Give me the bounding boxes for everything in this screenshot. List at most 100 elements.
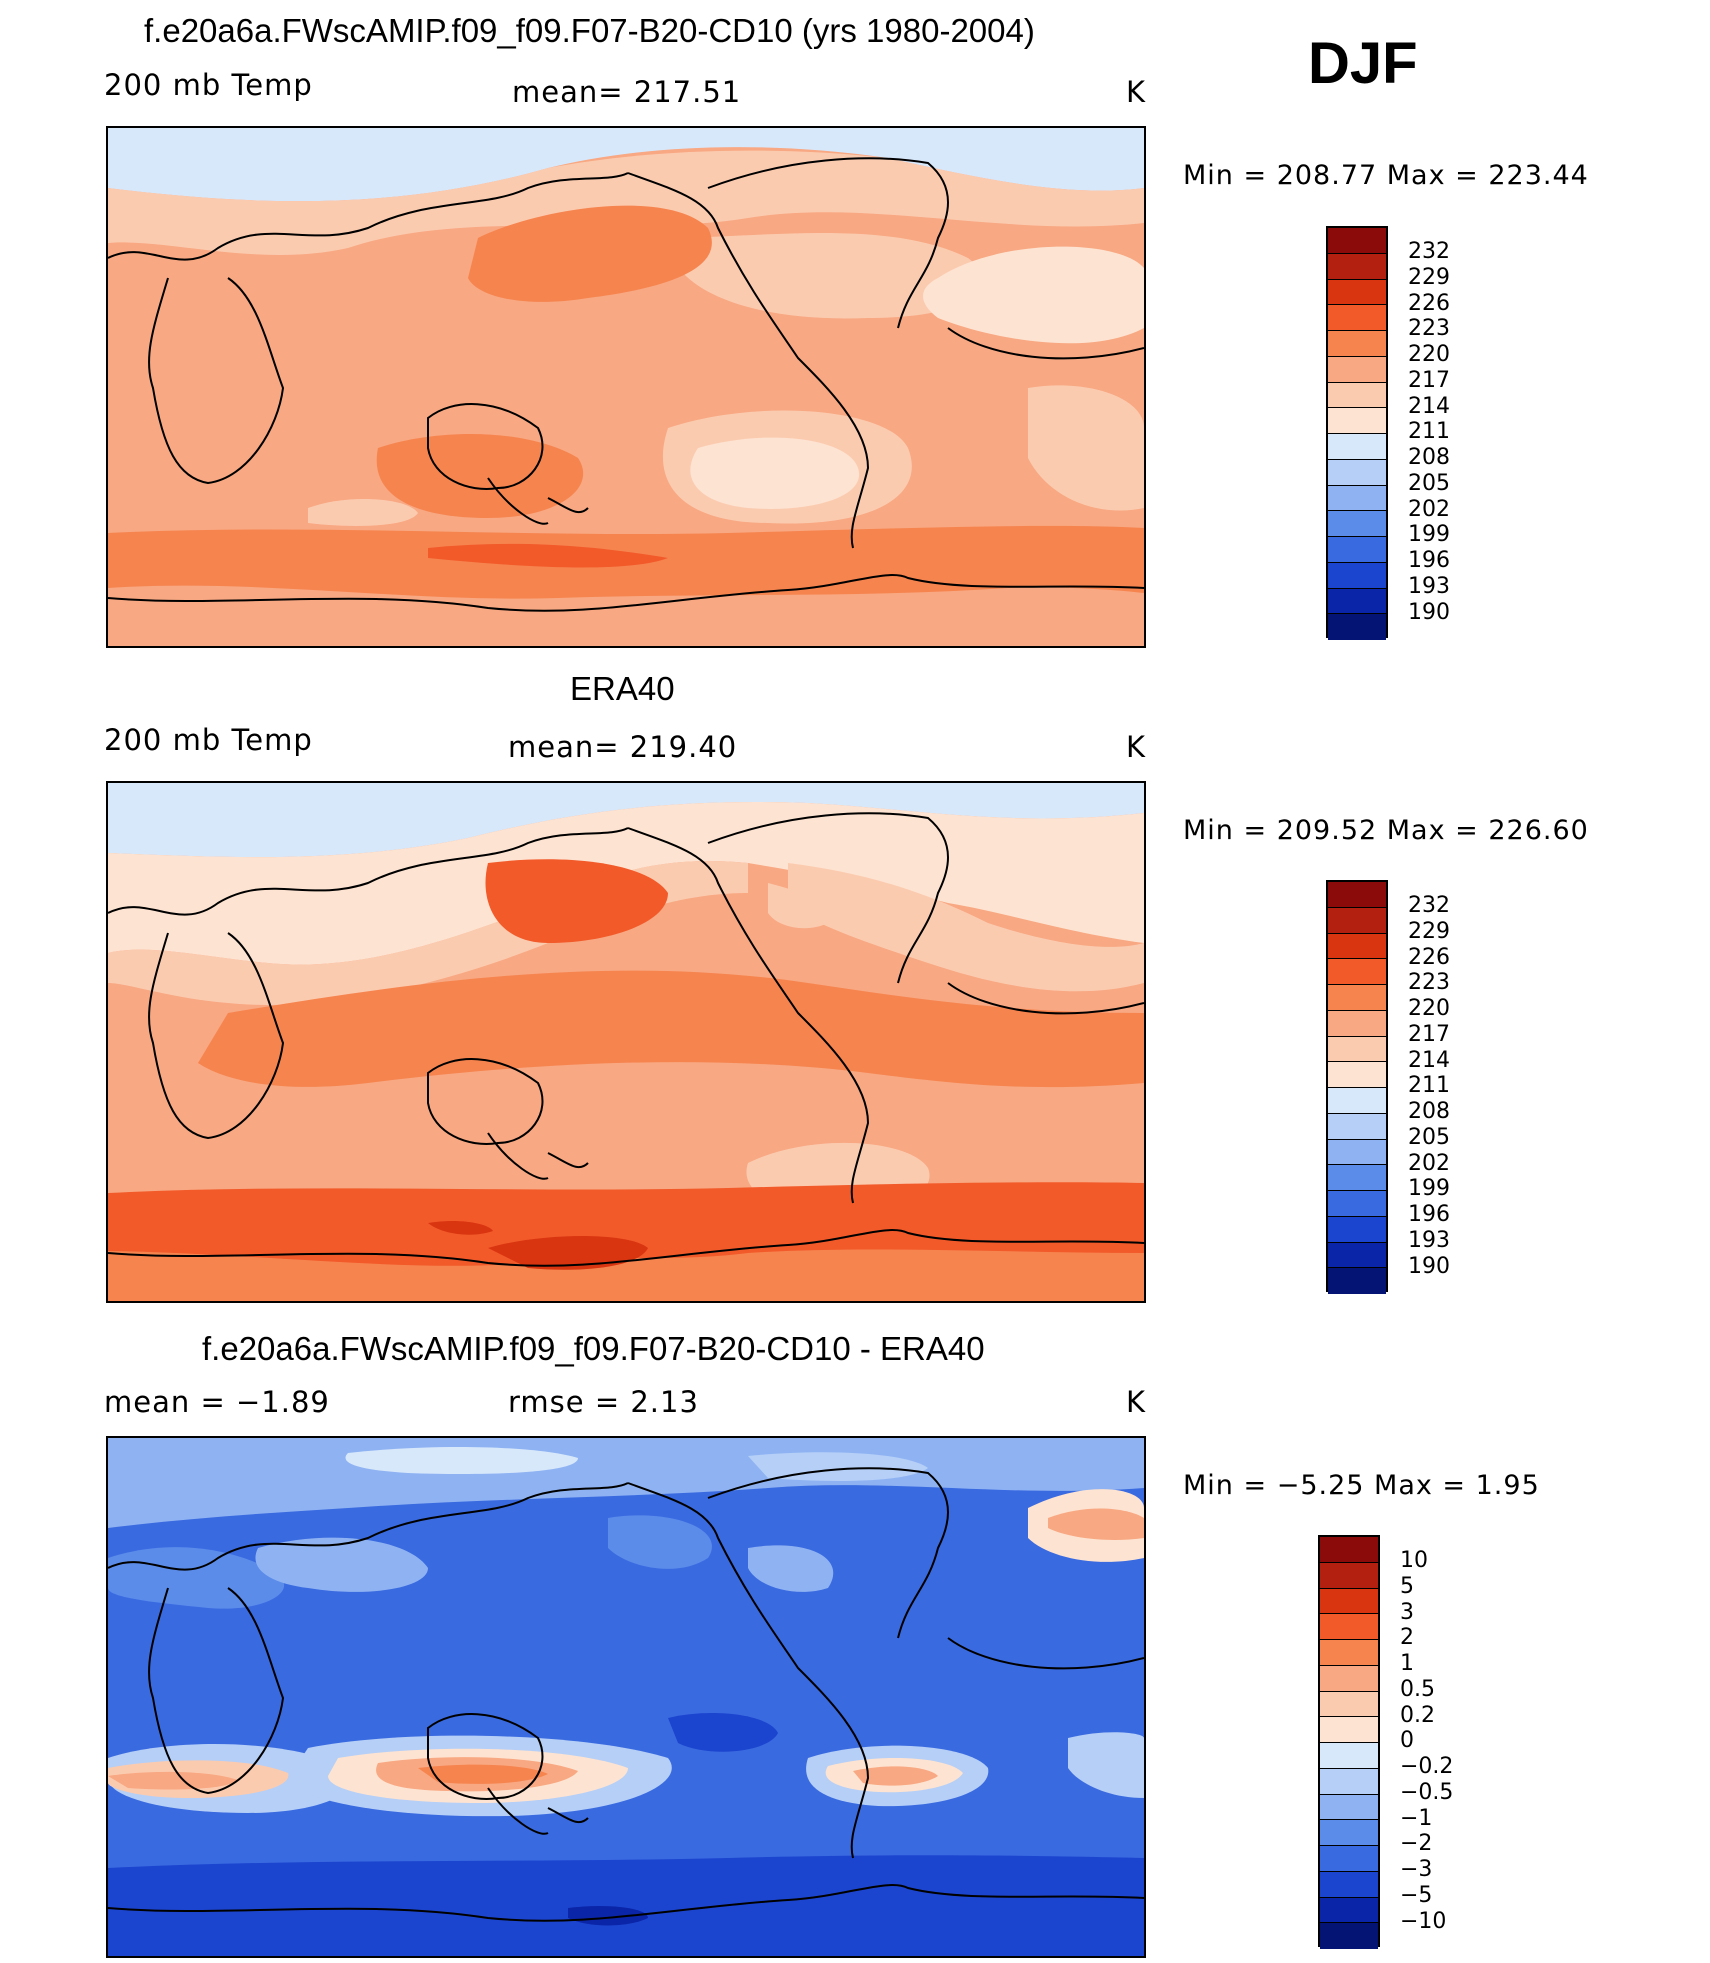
panel3-legend-swatch bbox=[1320, 1897, 1378, 1924]
panel1-legend-tick: 193 bbox=[1408, 574, 1450, 599]
panel1-mean-label: mean= 217.51 bbox=[512, 75, 742, 109]
panel1-legend-tick: 199 bbox=[1408, 522, 1450, 547]
panel2-legend-tick: 208 bbox=[1408, 1099, 1450, 1124]
panel2-legend-tick: 226 bbox=[1408, 945, 1450, 970]
panel1-legend-swatch bbox=[1328, 253, 1386, 280]
panel3-legend-swatch bbox=[1320, 1614, 1378, 1640]
panel1-legend-swatch bbox=[1328, 434, 1386, 460]
panel2-legend-swatch bbox=[1328, 1216, 1386, 1243]
panel1-legend-tick: 226 bbox=[1408, 291, 1450, 316]
panel2-legend-tick: 214 bbox=[1408, 1048, 1450, 1073]
panel1-variable-label: 200 mb Temp bbox=[104, 68, 313, 102]
panel3-legend-tick: 1 bbox=[1400, 1651, 1414, 1676]
panel3-rmse-label: rmse = 2.13 bbox=[508, 1385, 699, 1419]
panel1-min-max: Min = 208.77 Max = 223.44 bbox=[1183, 160, 1589, 191]
panel3-legend-tick: 0.2 bbox=[1400, 1703, 1435, 1728]
panel3-legend-swatch bbox=[1320, 1794, 1378, 1821]
panel2-legend-swatch bbox=[1328, 1165, 1386, 1191]
panel3-legend-swatch bbox=[1320, 1743, 1378, 1769]
panel1-legend-tick: 232 bbox=[1408, 239, 1450, 264]
panel2-legend-swatch bbox=[1328, 1088, 1386, 1114]
panel3-contour-field bbox=[108, 1438, 1144, 1956]
panel2-legend-tick: 193 bbox=[1408, 1228, 1450, 1253]
panel3-map bbox=[106, 1436, 1146, 1958]
panel3-legend-swatch bbox=[1320, 1562, 1378, 1589]
panel1-legend-swatch bbox=[1328, 511, 1386, 537]
panel2-legend-swatch bbox=[1328, 1010, 1386, 1037]
panel3-legend-swatch bbox=[1320, 1871, 1378, 1898]
panel1-legend-tick: 220 bbox=[1408, 342, 1450, 367]
panel3-legend-tick: 0 bbox=[1400, 1728, 1414, 1753]
panel1-legend-tick: 211 bbox=[1408, 419, 1450, 444]
panel2-mean-label: mean= 219.40 bbox=[508, 730, 738, 764]
panel2-legend-tick: 202 bbox=[1408, 1151, 1450, 1176]
panel2-legend-tick: 199 bbox=[1408, 1176, 1450, 1201]
panel1-coastlines bbox=[108, 157, 1144, 612]
panel2-legend-swatch bbox=[1328, 1062, 1386, 1088]
panel2-legend-tick: 223 bbox=[1408, 970, 1450, 995]
panel2-legend-swatch bbox=[1328, 933, 1386, 960]
panel2-coastlines bbox=[108, 812, 1144, 1267]
panel2-legend-swatch bbox=[1328, 1242, 1386, 1269]
panel3-legend-swatch bbox=[1320, 1923, 1378, 1949]
panel1-legend-swatch bbox=[1328, 382, 1386, 409]
panel3-units: K bbox=[1126, 1385, 1147, 1419]
panel2-legend-tick: 229 bbox=[1408, 919, 1450, 944]
panel3-title: f.e20a6a.FWscAMIP.f09_f09.F07-B20-CD10 -… bbox=[202, 1330, 985, 1367]
panel1-contour-field bbox=[108, 128, 1144, 646]
panel3-legend-tick: −2 bbox=[1400, 1831, 1433, 1856]
panel1-legend-swatch bbox=[1328, 537, 1386, 563]
panel2-legend-swatch bbox=[1328, 1113, 1386, 1140]
panel1-legend-swatch bbox=[1328, 356, 1386, 383]
panel3-legend-tick: 2 bbox=[1400, 1625, 1414, 1650]
panel2-legend-tick: 217 bbox=[1408, 1022, 1450, 1047]
panel3-legend-swatch bbox=[1320, 1537, 1378, 1563]
panel2-legend-swatch bbox=[1328, 1139, 1386, 1166]
panel2-map bbox=[106, 781, 1146, 1303]
panel1-legend-tick: 214 bbox=[1408, 394, 1450, 419]
panel1-legend-tick: 208 bbox=[1408, 445, 1450, 470]
panel1-legend bbox=[1326, 226, 1388, 640]
panel3-min-max: Min = −5.25 Max = 1.95 bbox=[1183, 1470, 1540, 1501]
panel1-legend-swatch bbox=[1328, 485, 1386, 512]
panel2-legend-swatch bbox=[1328, 959, 1386, 985]
panel1-legend-swatch bbox=[1328, 408, 1386, 434]
panel3-legend-tick: −3 bbox=[1400, 1857, 1433, 1882]
panel1-legend-tick: 229 bbox=[1408, 265, 1450, 290]
panel3-legend-swatch bbox=[1320, 1768, 1378, 1795]
panel1-legend-tick: 223 bbox=[1408, 316, 1450, 341]
panel2-legend-swatch bbox=[1328, 882, 1386, 908]
panel2-legend-swatch bbox=[1328, 907, 1386, 934]
panel3-legend-swatch bbox=[1320, 1717, 1378, 1743]
panel1-legend-tick: 202 bbox=[1408, 497, 1450, 522]
panel1-legend-swatch bbox=[1328, 562, 1386, 589]
panel3-legend-swatch bbox=[1320, 1588, 1378, 1615]
panel3-legend-tick: 3 bbox=[1400, 1600, 1414, 1625]
panel3-legend-tick: −0.2 bbox=[1400, 1754, 1454, 1779]
panel2-legend-tick: 220 bbox=[1408, 996, 1450, 1021]
panel3-mean-label: mean = −1.89 bbox=[104, 1385, 330, 1419]
panel3-legend-swatch bbox=[1320, 1820, 1378, 1846]
panel3-coastlines bbox=[108, 1467, 1144, 1922]
panel1-legend-swatch bbox=[1328, 305, 1386, 331]
panel3-legend-swatch bbox=[1320, 1691, 1378, 1718]
panel3-legend-swatch bbox=[1320, 1846, 1378, 1872]
panel2-variable-label: 200 mb Temp bbox=[104, 723, 313, 757]
panel1-title: f.e20a6a.FWscAMIP.f09_f09.F07-B20-CD10 (… bbox=[144, 12, 1035, 49]
panel3-legend-tick: 0.5 bbox=[1400, 1677, 1435, 1702]
panel2-legend-swatch bbox=[1328, 1191, 1386, 1217]
panel3-legend-tick: −0.5 bbox=[1400, 1780, 1454, 1805]
panel2-legend-tick: 232 bbox=[1408, 893, 1450, 918]
panel1-units: K bbox=[1126, 75, 1147, 109]
panel2-legend-tick: 190 bbox=[1408, 1254, 1450, 1279]
panel1-legend-swatch bbox=[1328, 228, 1386, 254]
season-label: DJF bbox=[1308, 31, 1418, 96]
panel2-legend-tick: 211 bbox=[1408, 1073, 1450, 1098]
panel3-legend-tick: 5 bbox=[1400, 1574, 1414, 1599]
panel1-legend-tick: 190 bbox=[1408, 600, 1450, 625]
panel2-legend-tick: 196 bbox=[1408, 1202, 1450, 1227]
panel2-legend bbox=[1326, 880, 1388, 1294]
panel1-legend-tick: 196 bbox=[1408, 548, 1450, 573]
panel2-legend-swatch bbox=[1328, 1268, 1386, 1294]
panel2-legend-tick: 205 bbox=[1408, 1125, 1450, 1150]
